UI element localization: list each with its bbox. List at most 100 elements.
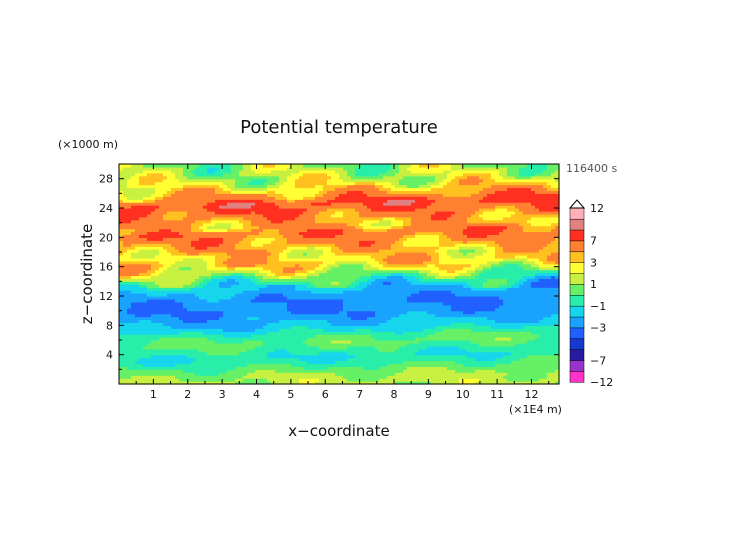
heatmap-cell bbox=[139, 275, 144, 279]
heatmap-cell bbox=[467, 269, 472, 274]
heatmap-cell bbox=[471, 310, 476, 315]
heatmap-cell bbox=[503, 260, 508, 265]
heatmap-cell bbox=[147, 293, 152, 297]
heatmap-cell bbox=[387, 287, 392, 291]
heatmap-cell bbox=[379, 307, 384, 312]
heatmap-cell bbox=[543, 319, 548, 323]
heatmap-cell bbox=[547, 257, 552, 262]
heatmap-cell bbox=[515, 316, 520, 321]
heatmap-cell bbox=[343, 293, 348, 297]
heatmap-cell bbox=[275, 360, 280, 365]
heatmap-cell bbox=[315, 334, 320, 338]
heatmap-cell bbox=[355, 325, 360, 329]
heatmap-cell bbox=[143, 372, 148, 376]
heatmap-cell bbox=[147, 269, 152, 274]
heatmap-cell bbox=[427, 372, 432, 376]
heatmap-cell bbox=[251, 313, 256, 318]
heatmap-cell bbox=[539, 281, 544, 285]
heatmap-cell bbox=[423, 272, 428, 277]
heatmap-cell bbox=[263, 310, 268, 315]
heatmap-cell bbox=[555, 363, 560, 367]
heatmap-cell bbox=[427, 342, 432, 347]
heatmap-cell bbox=[407, 298, 412, 303]
heatmap-cell bbox=[455, 257, 460, 262]
heatmap-cell bbox=[199, 257, 204, 262]
heatmap-cell bbox=[535, 345, 540, 350]
heatmap-cell bbox=[463, 334, 468, 338]
heatmap-cell bbox=[123, 381, 128, 385]
heatmap-cell bbox=[475, 357, 480, 362]
heatmap-cell bbox=[403, 357, 408, 362]
heatmap-cell bbox=[499, 357, 504, 362]
heatmap-cell bbox=[451, 322, 456, 326]
heatmap-cell bbox=[159, 275, 164, 279]
heatmap-cell bbox=[347, 260, 352, 265]
heatmap-cell bbox=[231, 293, 236, 297]
heatmap-cell bbox=[515, 257, 520, 262]
heatmap-cell bbox=[351, 325, 356, 329]
heatmap-cell bbox=[447, 287, 452, 291]
heatmap-cell bbox=[399, 304, 404, 309]
heatmap-cell bbox=[171, 298, 176, 303]
heatmap-cell bbox=[347, 287, 352, 291]
heatmap-cell bbox=[483, 319, 488, 323]
heatmap-cell bbox=[375, 287, 380, 291]
heatmap-cell bbox=[299, 375, 304, 379]
heatmap-cell bbox=[495, 272, 500, 277]
heatmap-cell bbox=[551, 284, 556, 288]
heatmap-cell bbox=[155, 375, 160, 379]
heatmap-cell bbox=[527, 263, 532, 268]
heatmap-cell bbox=[499, 296, 504, 300]
heatmap-cell bbox=[331, 328, 336, 332]
heatmap-cell bbox=[395, 293, 400, 297]
heatmap-cell bbox=[287, 293, 292, 297]
heatmap-cell bbox=[423, 331, 428, 335]
heatmap-cell bbox=[263, 378, 268, 382]
heatmap-cell bbox=[351, 263, 356, 268]
heatmap-cell bbox=[263, 304, 268, 309]
heatmap-cell bbox=[515, 281, 520, 285]
heatmap-cell bbox=[271, 249, 276, 253]
heatmap-cell bbox=[367, 298, 372, 303]
heatmap-cell bbox=[267, 337, 272, 341]
heatmap-cell bbox=[547, 252, 552, 256]
heatmap-cell bbox=[243, 304, 248, 309]
heatmap-cell bbox=[471, 281, 476, 285]
heatmap-cell bbox=[239, 360, 244, 365]
heatmap-cell bbox=[379, 337, 384, 341]
heatmap-cell bbox=[539, 310, 544, 315]
heatmap-cell bbox=[163, 337, 168, 341]
heatmap-cell bbox=[363, 254, 368, 259]
heatmap-cell bbox=[551, 293, 556, 297]
heatmap-cell bbox=[319, 287, 324, 291]
heatmap-cell bbox=[347, 263, 352, 268]
heatmap-cell bbox=[519, 260, 524, 265]
heatmap-cell bbox=[359, 278, 364, 282]
heatmap-cell bbox=[275, 345, 280, 350]
heatmap-cell bbox=[367, 272, 372, 277]
heatmap-cell bbox=[435, 328, 440, 332]
heatmap-cell bbox=[239, 328, 244, 332]
heatmap-cell bbox=[263, 278, 268, 282]
heatmap-cell bbox=[239, 340, 244, 344]
heatmap-cell bbox=[543, 316, 548, 321]
heatmap-cell bbox=[523, 334, 528, 338]
heatmap-cell bbox=[247, 293, 252, 297]
heatmap-cell bbox=[187, 325, 192, 329]
heatmap-cell bbox=[187, 287, 192, 291]
heatmap-cell bbox=[491, 278, 496, 282]
heatmap-cell bbox=[555, 348, 560, 353]
heatmap-cell bbox=[375, 322, 380, 326]
heatmap-cell bbox=[147, 342, 152, 347]
heatmap-cell bbox=[483, 310, 488, 315]
heatmap-cell bbox=[519, 278, 524, 282]
heatmap-cell bbox=[311, 381, 316, 385]
heatmap-cell bbox=[451, 345, 456, 350]
heatmap-cell bbox=[307, 257, 312, 262]
heatmap-cell bbox=[543, 348, 548, 353]
heatmap-cell bbox=[291, 269, 296, 274]
heatmap-cell bbox=[539, 345, 544, 350]
heatmap-cell bbox=[359, 348, 364, 353]
heatmap-cell bbox=[327, 260, 332, 265]
heatmap-cell bbox=[487, 269, 492, 274]
